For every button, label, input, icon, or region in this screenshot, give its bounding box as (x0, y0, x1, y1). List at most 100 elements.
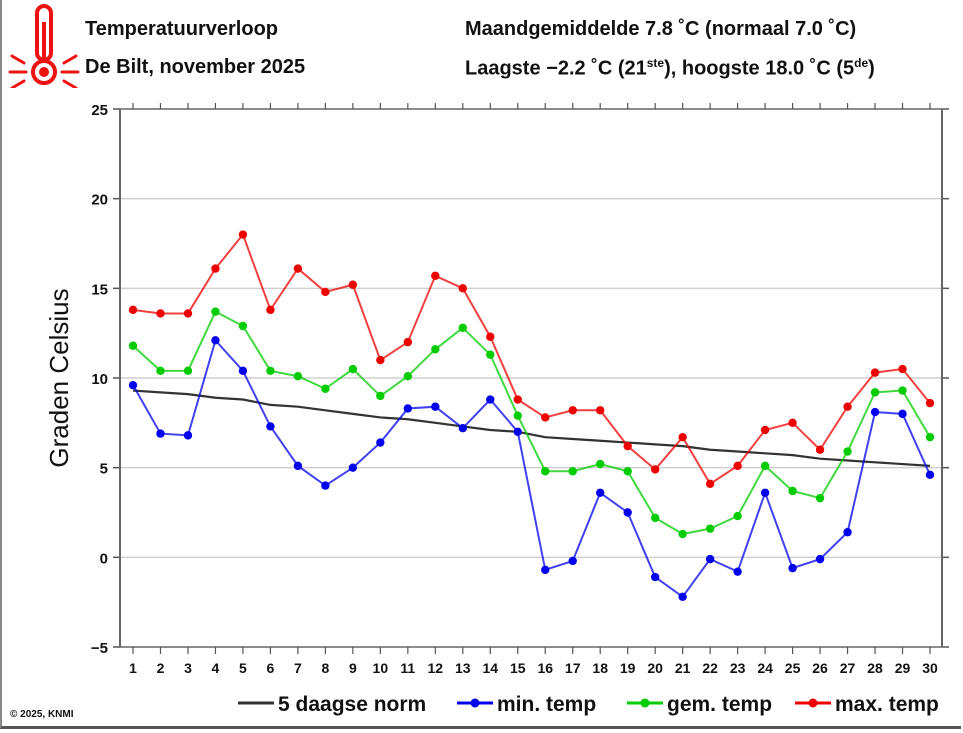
monthly-average-stats: Maandgemiddelde 7.8 ˚C (normaal 7.0 ˚C) (465, 18, 857, 40)
data-point-max-temp (925, 398, 935, 408)
x-tick-label: 26 (812, 660, 828, 676)
data-point-min-temp (898, 409, 907, 419)
x-tick-label: 30 (922, 660, 938, 676)
x-tick-label: 10 (373, 660, 389, 676)
min-max-text: ), hoogste 18.0 ˚C (5 (664, 57, 855, 80)
y-tick-label: 15 (91, 281, 108, 298)
data-point-gem-temp (815, 493, 825, 503)
data-point-min-temp (238, 366, 248, 376)
data-point-max-temp (898, 364, 907, 374)
data-point-min-temp (486, 395, 495, 404)
x-tick-label: 28 (867, 660, 883, 676)
data-point-gem-temp (788, 486, 797, 496)
data-point-gem-temp (183, 366, 193, 376)
legend-label: min. temp (497, 693, 596, 716)
data-point-min-temp (541, 565, 550, 575)
data-point-max-temp (568, 406, 577, 415)
y-tick-label: −5 (91, 640, 108, 657)
y-tick-label: 10 (91, 371, 108, 388)
data-point-min-temp (623, 508, 632, 517)
data-point-gem-temp (156, 366, 165, 376)
data-point-gem-temp (870, 388, 880, 397)
data-point-min-temp (348, 463, 358, 472)
x-tick-label: 7 (294, 660, 302, 676)
data-point-max-temp (348, 280, 358, 289)
data-point-gem-temp (568, 467, 577, 476)
y-tick-labels: −5 0 5 10 15 20 25 (91, 102, 108, 657)
data-point-max-temp (266, 305, 275, 315)
data-point-min-temp (293, 461, 303, 471)
data-point-max-temp (403, 337, 413, 347)
series-line-max-temp (132, 232, 931, 486)
x-tick-label: 12 (428, 660, 444, 676)
data-point-gem-temp (266, 366, 275, 376)
data-point-min-temp (183, 431, 193, 440)
min-max-stats: Laagste −2.2 ˚C (21ste), hoogste 18.0 ˚C… (465, 56, 875, 81)
data-point-max-temp (238, 230, 248, 239)
data-point-min-temp (376, 438, 385, 447)
data-point-max-temp (431, 271, 440, 280)
copyright-text: © 2025, KNMI (10, 709, 74, 720)
data-point-gem-temp (843, 447, 852, 456)
data-point-min-temp (925, 470, 935, 480)
x-tick-label: 3 (184, 660, 192, 676)
legend-label: gem. temp (667, 693, 772, 716)
series-line-min-temp (132, 338, 931, 599)
ordinal-suffix: ste (646, 56, 665, 70)
x-tick-label: 20 (647, 660, 663, 676)
y-tick-label: 0 (100, 550, 108, 567)
data-point-min-temp (321, 481, 330, 490)
data-point-min-temp (513, 427, 522, 436)
legend-item-5-daagse-norm: 5 daagse norm (238, 693, 426, 716)
data-point-min-temp (650, 572, 660, 582)
data-point-gem-temp (458, 323, 467, 332)
data-point-gem-temp (541, 467, 550, 476)
series-lines (128, 230, 935, 601)
data-point-max-temp (541, 413, 550, 422)
y-tick-label: 25 (91, 102, 108, 119)
data-point-max-temp (513, 395, 522, 404)
data-point-gem-temp (760, 461, 770, 471)
data-point-max-temp (870, 368, 880, 377)
legend-item-gem-temp: gem. temp (627, 693, 772, 716)
x-tick-label: 16 (537, 660, 553, 676)
ordinal-suffix: de (854, 56, 869, 70)
x-tick-label: 2 (157, 660, 165, 676)
series-line-5-daagse-norm (132, 389, 931, 467)
data-point-gem-temp (321, 384, 330, 393)
x-tick-label: 18 (592, 660, 608, 676)
data-point-min-temp (403, 404, 413, 413)
data-point-gem-temp (211, 307, 220, 316)
data-point-gem-temp (623, 467, 632, 476)
x-tick-label: 29 (895, 660, 911, 676)
data-point-gem-temp (128, 341, 138, 350)
legend-marker (470, 698, 480, 708)
x-tick-label: 13 (455, 660, 471, 676)
min-max-text: Laagste −2.2 ˚C (21 (465, 57, 647, 80)
thermometer-hot-icon (8, 4, 80, 88)
data-point-gem-temp (513, 411, 522, 420)
data-point-min-temp (211, 336, 220, 345)
x-tick-label: 22 (702, 660, 718, 676)
data-point-gem-temp (596, 459, 605, 469)
grid-lines (120, 197, 942, 559)
x-tick-labels: 1 2 3 4 5 6 7 8 9 10 11 12 13 14 15 16 17 18 19 20 21 22 23 24 2… (129, 660, 938, 676)
data-point-gem-temp (238, 321, 248, 331)
axes (113, 103, 949, 654)
data-point-max-temp (211, 264, 220, 273)
x-tick-label: 9 (349, 660, 357, 676)
data-point-min-temp (815, 554, 825, 564)
x-tick-label: 23 (730, 660, 746, 676)
data-point-max-temp (678, 432, 687, 442)
data-point-min-temp (843, 528, 852, 537)
data-point-max-temp (843, 402, 852, 411)
data-point-gem-temp (925, 432, 935, 442)
legend-label: max. temp (835, 693, 939, 716)
data-point-max-temp (376, 355, 385, 365)
data-point-min-temp (156, 429, 165, 438)
x-tick-label: 4 (212, 660, 220, 676)
data-point-max-temp (788, 418, 797, 428)
data-point-max-temp (815, 445, 825, 454)
